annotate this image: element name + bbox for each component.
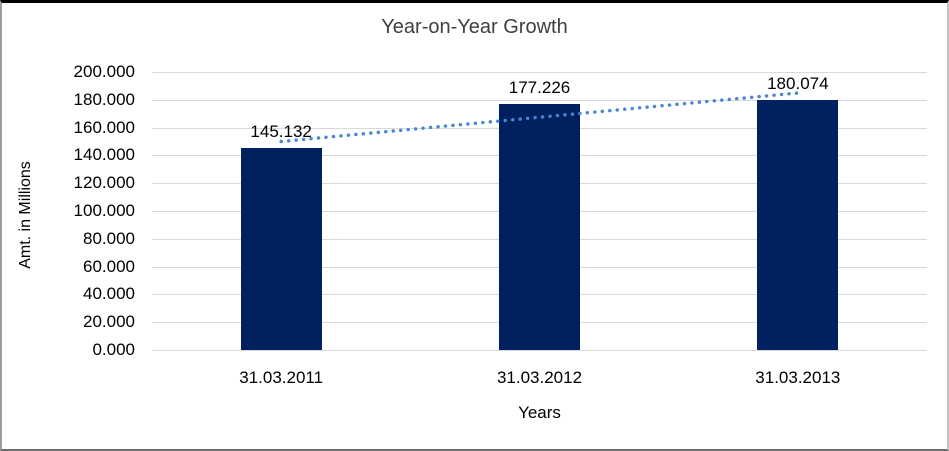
y-tick-label: 80.000 bbox=[83, 228, 135, 248]
y-tick-label: 100.000 bbox=[73, 201, 135, 220]
plot-area: 145.132 177.226 180.074 bbox=[152, 72, 927, 351]
y-tick-label: 140.000 bbox=[73, 145, 135, 165]
y-tick-label: 60.000 bbox=[83, 256, 135, 276]
y-tick-label: 40.000 bbox=[83, 284, 135, 304]
y-tick-label: 200.000 bbox=[73, 62, 135, 81]
y-tick-label: 160.000 bbox=[73, 117, 135, 137]
y-tick-label: 120.000 bbox=[73, 173, 135, 193]
x-tick-label: 31.03.2011 bbox=[239, 368, 324, 387]
gridline bbox=[152, 72, 927, 73]
trendline bbox=[279, 91, 800, 144]
bar bbox=[499, 103, 580, 350]
x-tick-label: 31.03.2012 bbox=[496, 368, 583, 387]
bar-value-label: 177.226 bbox=[508, 77, 571, 97]
gridline bbox=[152, 350, 927, 351]
bar bbox=[757, 99, 839, 350]
gridline bbox=[152, 99, 927, 101]
y-tick-label: 0.000 bbox=[92, 340, 135, 359]
bar-value-label: 145.132 bbox=[250, 122, 312, 142]
bar bbox=[240, 148, 322, 350]
chart-title: Year-on-Year Growth bbox=[381, 16, 568, 38]
y-axis-tick-labels: 0.000 20.000 40.000 60.000 80.000 100.000 120.… bbox=[2, 62, 135, 359]
bar-value-label: 180.074 bbox=[767, 73, 829, 93]
x-tick-label: 31.03.2013 bbox=[755, 368, 841, 387]
y-tick-label: 180.000 bbox=[73, 89, 135, 109]
x-axis-title: Years bbox=[518, 403, 561, 422]
y-tick-label: 20.000 bbox=[83, 312, 135, 332]
